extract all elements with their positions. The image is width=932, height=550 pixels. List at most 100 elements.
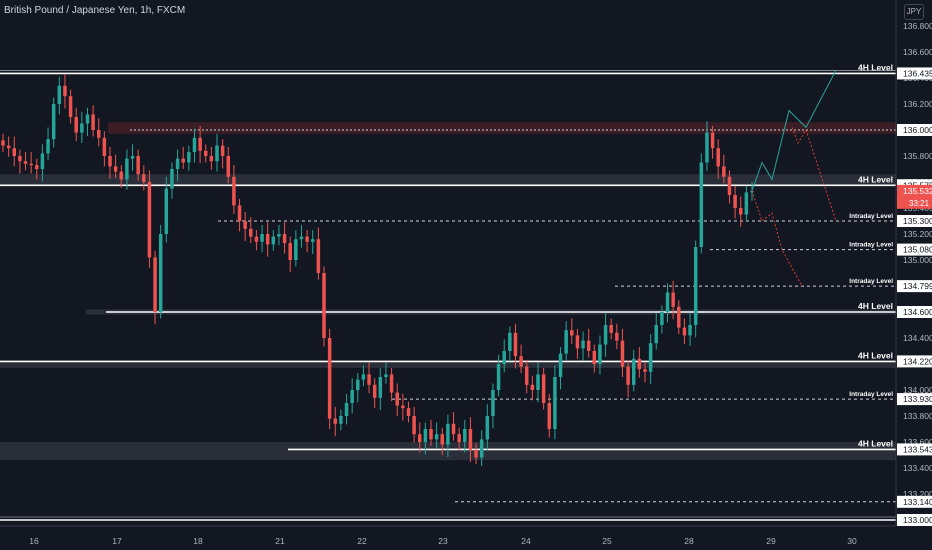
level-label: 4H Level [858,438,893,448]
candle [654,325,659,344]
candle [710,132,715,149]
candle [620,340,625,367]
time-tick: 17 [112,536,122,546]
projection-bearish [751,190,803,287]
candle [479,439,484,458]
candle [23,161,28,164]
candle [401,405,405,409]
candle [744,192,749,215]
price-label: 136.435 [903,68,932,78]
candle [91,114,95,130]
candle [232,176,236,206]
candle [463,429,467,442]
candle [12,148,17,156]
candle [367,374,371,385]
candle [164,188,169,234]
price-label-box [897,393,932,406]
candle [102,137,107,156]
candle [142,174,146,182]
price-label-box [897,306,932,318]
candle [615,332,619,341]
candle [643,369,647,372]
candle [136,156,140,175]
candle [85,114,90,124]
candle [40,153,45,169]
candle [586,340,591,351]
candle [265,234,270,245]
time-tick: 24 [521,536,531,546]
candle [113,166,118,172]
price-label: 134.600 [903,307,932,317]
time-tick: 25 [602,536,612,546]
candle [434,434,439,440]
level-label: 4H Level [858,350,893,360]
chart-title: British Pound / Japanese Yen, 1h, FXCM [4,5,186,16]
candle [648,343,653,372]
candle [541,374,546,403]
price-label: 134.220 [903,356,932,366]
price-label: 136.000 [903,125,932,135]
price-label: 135.080 [903,245,932,255]
candle [226,156,231,177]
candle [203,150,208,156]
candle [536,374,540,390]
price-label-box [897,280,932,293]
candle [671,292,675,307]
candle [609,325,613,333]
candle [688,325,692,336]
candle [406,408,411,416]
candle [147,182,152,258]
candle [192,137,197,153]
current-price-countdown: 33:21 [909,199,930,208]
candle [598,344,602,364]
price-label-box [897,243,932,256]
candle [491,390,495,416]
candle [68,96,73,117]
level-label: 4H Level [858,62,893,72]
candle [603,325,608,345]
candle [74,117,78,133]
candle [592,351,597,364]
candle [412,416,416,435]
candle [451,423,456,435]
candle [35,165,39,169]
candle [57,85,62,104]
price-label: 133.140 [903,497,932,507]
candle [705,132,709,163]
candle [125,158,129,180]
candle [716,148,720,167]
candle [29,163,33,166]
price-label-box [897,443,932,456]
projection-bullish [751,69,837,192]
candle [215,145,219,162]
currency-button[interactable]: JPY [904,4,924,20]
candle [158,234,163,312]
candle [570,330,574,336]
candle [46,139,50,154]
candle [665,292,670,312]
candle [96,130,101,138]
time-tick: 29 [766,536,776,546]
level-label: Intraday Level [849,213,893,220]
candle [372,384,377,398]
candle [564,330,568,354]
price-label-box [897,495,932,508]
candle [384,374,388,377]
candle [310,239,315,242]
candle [474,449,478,458]
candle [175,158,180,169]
candle [63,85,67,97]
price-tick: 135.000 [903,255,932,265]
time-axis [0,526,896,550]
candle [316,239,321,273]
level-label: 4H Level [858,174,893,184]
price-tick: 134.000 [903,385,932,395]
candle [524,366,529,385]
candle [18,156,22,162]
candle [209,156,214,162]
candle [575,335,580,349]
candle [631,358,636,385]
candle [198,137,202,151]
